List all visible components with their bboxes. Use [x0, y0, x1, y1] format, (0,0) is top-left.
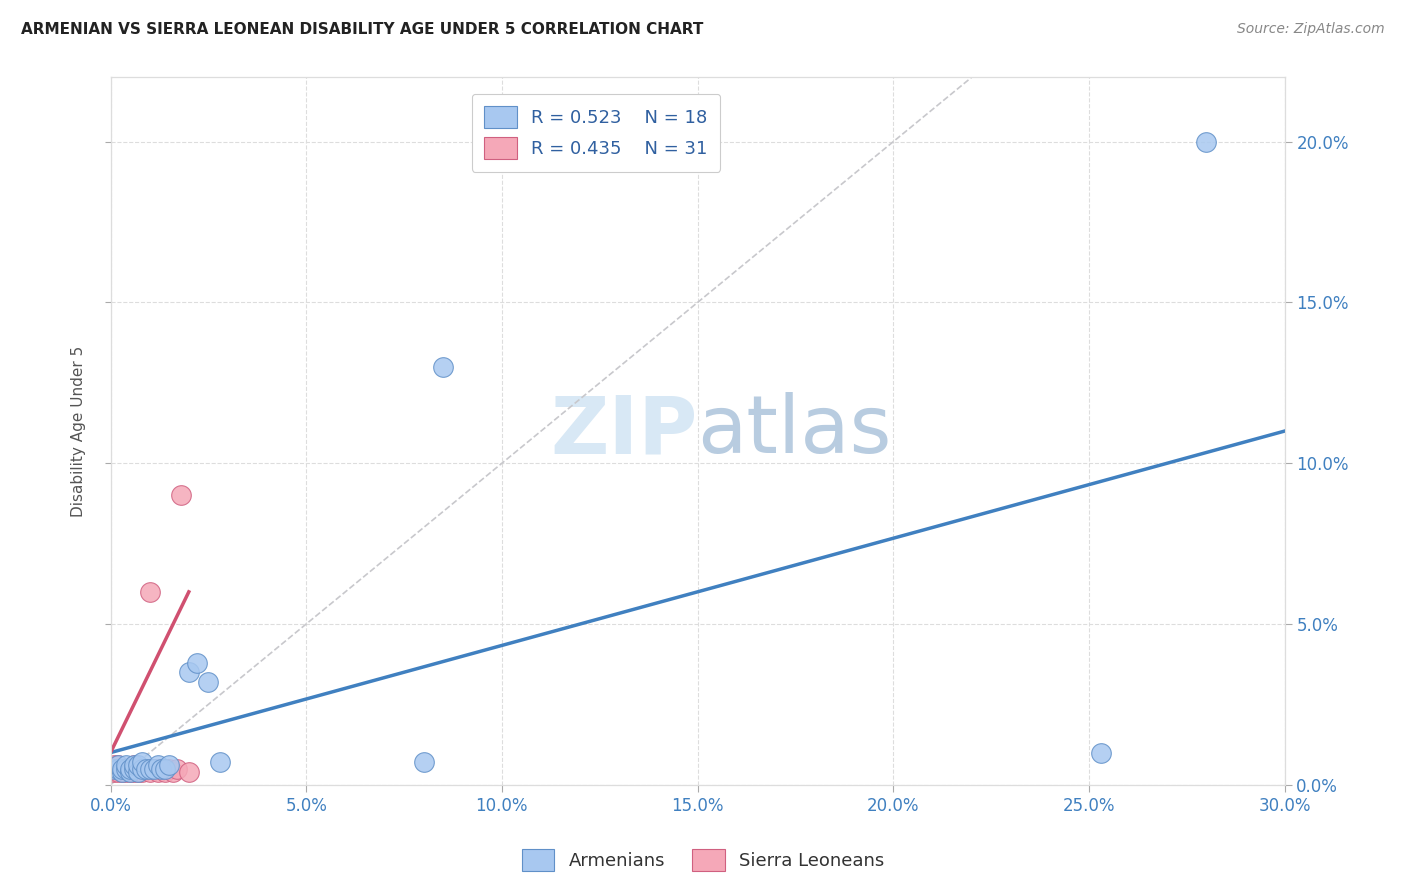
Point [197, 674, 219, 689]
Point [120, 762, 142, 776]
Text: ARMENIAN VS SIERRA LEONEAN DISABILITY AGE UNDER 5 CORRELATION CHART: ARMENIAN VS SIERRA LEONEAN DISABILITY AG… [21, 22, 703, 37]
Point [146, 758, 169, 772]
Point [170, 488, 193, 502]
Point [103, 758, 125, 772]
Point [135, 762, 157, 776]
Point [122, 758, 145, 772]
Point [111, 762, 134, 776]
Point [120, 764, 142, 779]
Point [138, 762, 160, 776]
Point [120, 764, 142, 779]
Point [138, 764, 160, 779]
Point [150, 762, 173, 776]
Point [115, 762, 138, 776]
Point [186, 656, 208, 670]
Point [150, 762, 173, 776]
Text: atlas: atlas [697, 392, 891, 470]
Point [107, 762, 129, 776]
Point [111, 764, 134, 779]
Point [107, 758, 129, 772]
Point [412, 756, 434, 770]
Point [107, 764, 129, 779]
Legend: R = 0.523    N = 18, R = 0.435    N = 31: R = 0.523 N = 18, R = 0.435 N = 31 [472, 94, 720, 172]
Point [131, 762, 153, 776]
Point [166, 762, 188, 776]
Point [115, 764, 138, 779]
Text: Source: ZipAtlas.com: Source: ZipAtlas.com [1237, 22, 1385, 37]
Point [122, 764, 145, 779]
Point [100, 762, 122, 776]
Point [1195, 135, 1218, 149]
Point [122, 758, 145, 772]
Point [115, 758, 138, 772]
Point [177, 665, 200, 680]
Point [146, 764, 169, 779]
Point [103, 762, 125, 776]
Point [127, 764, 149, 779]
Point [131, 756, 153, 770]
Point [120, 762, 142, 776]
Point [142, 762, 165, 776]
Point [103, 764, 125, 779]
Point [111, 762, 134, 776]
Point [127, 758, 149, 772]
Point [131, 762, 153, 776]
Point [157, 758, 180, 772]
Text: ZIP: ZIP [550, 392, 697, 470]
Point [157, 762, 180, 776]
Point [107, 758, 129, 772]
Point [131, 764, 153, 779]
Legend: Armenians, Sierra Leoneans: Armenians, Sierra Leoneans [515, 842, 891, 879]
Point [135, 762, 157, 776]
Point [142, 762, 165, 776]
Point [127, 762, 149, 776]
Point [209, 756, 232, 770]
Point [155, 764, 177, 779]
Point [138, 585, 160, 599]
Y-axis label: Disability Age Under 5: Disability Age Under 5 [72, 345, 86, 516]
Point [127, 764, 149, 779]
Point [155, 762, 177, 776]
Point [1090, 746, 1112, 760]
Point [432, 359, 454, 374]
Point [122, 762, 145, 776]
Point [107, 762, 129, 776]
Point [177, 764, 200, 779]
Point [115, 762, 138, 776]
Point [111, 764, 134, 779]
Point [103, 762, 125, 776]
Point [162, 764, 184, 779]
